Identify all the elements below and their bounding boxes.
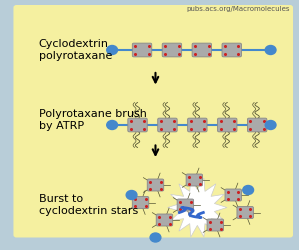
FancyBboxPatch shape	[177, 199, 194, 211]
FancyBboxPatch shape	[248, 118, 267, 132]
FancyBboxPatch shape	[13, 5, 293, 237]
Polygon shape	[168, 178, 227, 237]
FancyBboxPatch shape	[132, 196, 149, 208]
Circle shape	[126, 190, 137, 200]
Circle shape	[265, 120, 276, 130]
FancyBboxPatch shape	[156, 214, 173, 226]
FancyBboxPatch shape	[162, 43, 181, 57]
Text: Cyclodextrin
polyrotaxane: Cyclodextrin polyrotaxane	[39, 39, 112, 61]
FancyBboxPatch shape	[207, 219, 224, 231]
FancyBboxPatch shape	[225, 189, 242, 201]
Circle shape	[107, 46, 118, 54]
Text: Polyrotaxane brush
by ATRP: Polyrotaxane brush by ATRP	[39, 109, 147, 131]
FancyBboxPatch shape	[237, 206, 254, 218]
FancyBboxPatch shape	[188, 118, 207, 132]
FancyBboxPatch shape	[222, 43, 242, 57]
FancyBboxPatch shape	[147, 179, 164, 191]
FancyBboxPatch shape	[132, 43, 152, 57]
Text: Burst to
cyclodextrin stars: Burst to cyclodextrin stars	[39, 194, 138, 216]
Text: pubs.acs.org/Macromolecules: pubs.acs.org/Macromolecules	[187, 6, 290, 12]
Circle shape	[243, 186, 254, 194]
FancyBboxPatch shape	[192, 43, 212, 57]
FancyBboxPatch shape	[158, 118, 177, 132]
FancyBboxPatch shape	[218, 118, 237, 132]
Circle shape	[265, 46, 276, 54]
Circle shape	[150, 233, 161, 242]
FancyBboxPatch shape	[128, 118, 147, 132]
Circle shape	[107, 120, 118, 130]
FancyBboxPatch shape	[186, 174, 203, 186]
